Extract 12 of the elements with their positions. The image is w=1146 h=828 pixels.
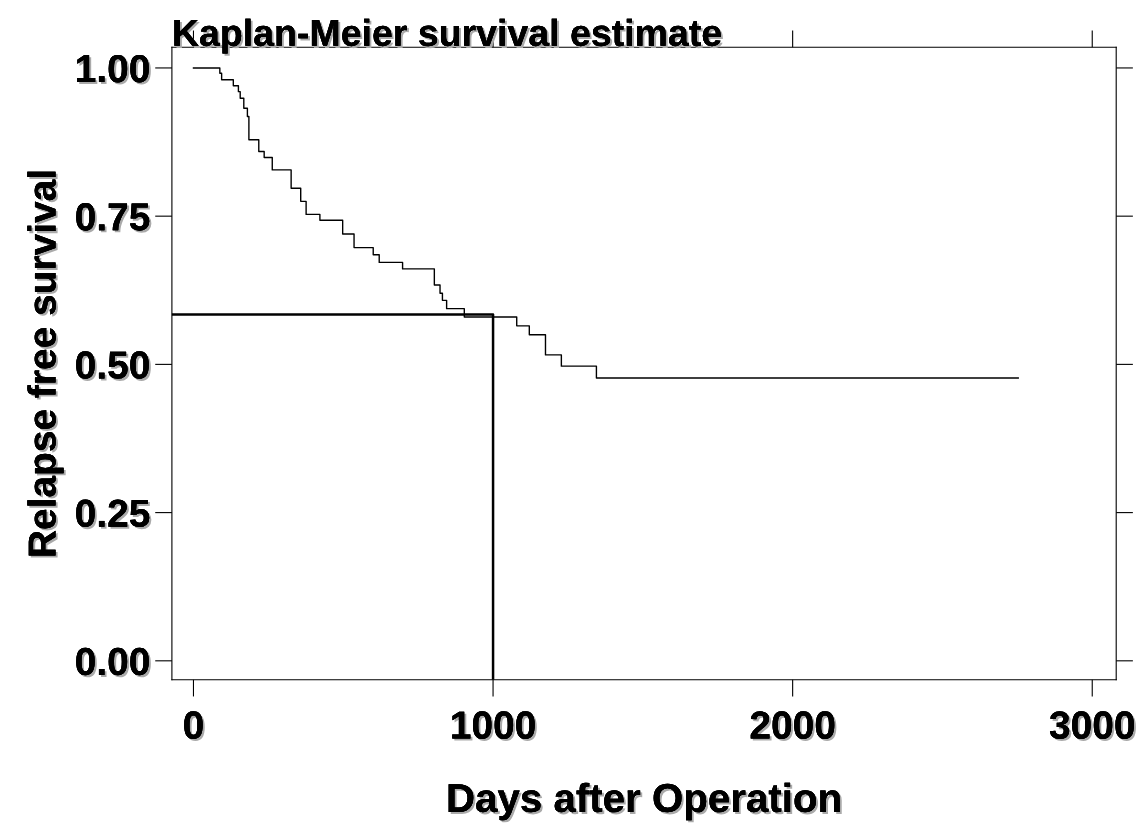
y-axis-title: Relapse free survival <box>27 171 66 558</box>
x-tick-label: 2000 <box>750 711 837 741</box>
chart-title: Kaplan-Meier survival estimate <box>174 18 723 56</box>
y-tick-label: 0.25 <box>76 499 152 530</box>
y-tick-label: 0.00 <box>76 647 151 678</box>
y-tick-label: 1.00 <box>77 54 151 85</box>
y-tick-label: 0.75 <box>76 203 152 233</box>
x-tick-label: 0 <box>184 711 205 741</box>
y-tick-label: 0.50 <box>76 351 151 381</box>
x-tick-label: 1000 <box>452 711 537 741</box>
x-axis-title: Days after Operation <box>448 782 842 823</box>
x-tick-label: 3000 <box>1049 711 1136 742</box>
